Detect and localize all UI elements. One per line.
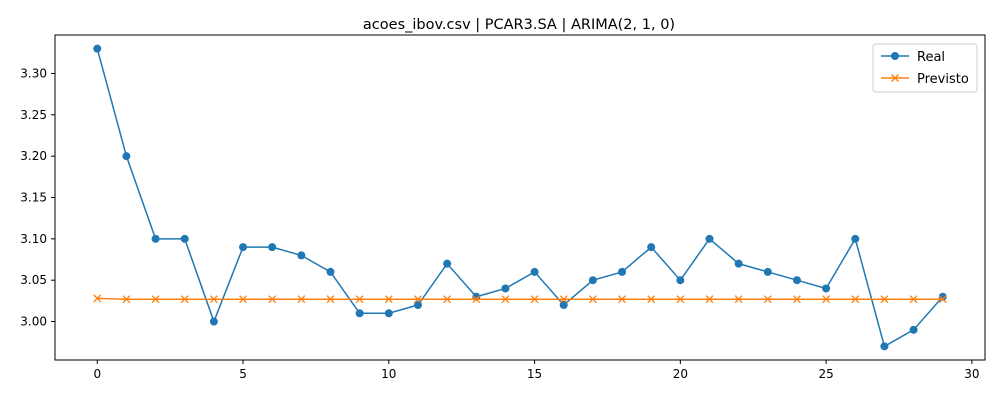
legend-label: Real [917,50,945,65]
series-layer [93,44,947,351]
data-point [268,243,277,252]
data-point [239,243,248,252]
data-point [180,234,189,243]
data-point [530,295,539,304]
chart-title: acoes_ibov.csv | PCAR3.SA | ARIMA(2, 1, … [363,17,675,33]
data-point [734,259,743,268]
series-previsto [93,294,947,304]
data-point [676,276,685,285]
y-tick-label: 3.25 [20,108,47,122]
data-point [151,234,160,243]
data-point [705,295,714,304]
data-point [851,234,860,243]
data-point [763,267,772,276]
data-point [297,251,306,260]
legend-entry: Real [881,50,945,65]
data-point [180,295,189,304]
data-point [209,295,218,304]
data-point [93,44,102,53]
series-line [97,297,943,300]
series-real [93,44,947,351]
data-point [647,295,656,304]
data-point [355,295,364,304]
data-point [909,295,918,304]
x-tick-label: 15 [527,367,542,381]
y-axis: 3.00 3.05 3.10 3.15 3.20 3.25 3.30 [20,66,55,329]
data-point [792,295,801,304]
x-tick-label: 25 [818,367,833,381]
data-point [880,342,889,351]
data-point [559,295,568,304]
legend-marker [891,52,899,60]
data-point [355,309,364,318]
data-point [151,295,160,304]
data-point [414,295,422,304]
data-point [880,295,889,304]
x-axis: 0 5 10 15 20 25 30 [93,360,980,381]
legend-entry: Previsto [881,72,969,87]
data-point [822,295,831,304]
data-point [384,309,393,318]
y-tick-label: 3.15 [20,191,47,205]
data-point [501,284,510,293]
data-point [618,295,626,304]
data-point [472,295,481,304]
data-point [326,267,335,276]
data-point [443,259,452,268]
data-point [792,276,801,285]
data-point [588,276,597,285]
plot-area-frame [54,34,986,361]
data-point [647,243,656,252]
data-point [588,295,597,304]
y-tick-label: 3.30 [20,66,47,80]
data-point [938,295,947,304]
y-tick-label: 3.10 [20,232,47,246]
x-tick-label: 30 [964,367,979,381]
data-point [326,295,335,304]
series-line [96,48,944,348]
data-point [705,234,714,243]
data-point [93,294,102,303]
data-point [122,152,131,161]
x-tick-label: 5 [239,367,247,381]
data-point [822,284,831,293]
data-point [122,295,131,304]
data-point [530,267,539,276]
y-tick-label: 3.00 [20,315,47,329]
y-tick-label: 3.20 [20,149,47,163]
data-point [763,295,772,304]
data-point [413,301,422,310]
data-point [209,317,218,326]
data-point [443,295,452,304]
data-point [676,295,685,304]
data-point [618,267,627,276]
data-point [559,301,568,310]
data-point [239,295,248,304]
x-tick-label: 0 [93,367,101,381]
data-point [384,295,393,304]
legend-marker [891,74,899,82]
legend-label: Previsto [917,72,969,87]
x-tick-label: 10 [381,367,396,381]
legend: Real Previsto [872,43,978,93]
data-point [297,295,306,304]
x-tick-label: 20 [673,367,688,381]
data-point [851,295,860,304]
data-point [734,295,743,304]
data-point [268,295,277,304]
data-point [909,325,918,334]
y-tick-label: 3.05 [20,273,47,287]
data-point [501,295,510,304]
